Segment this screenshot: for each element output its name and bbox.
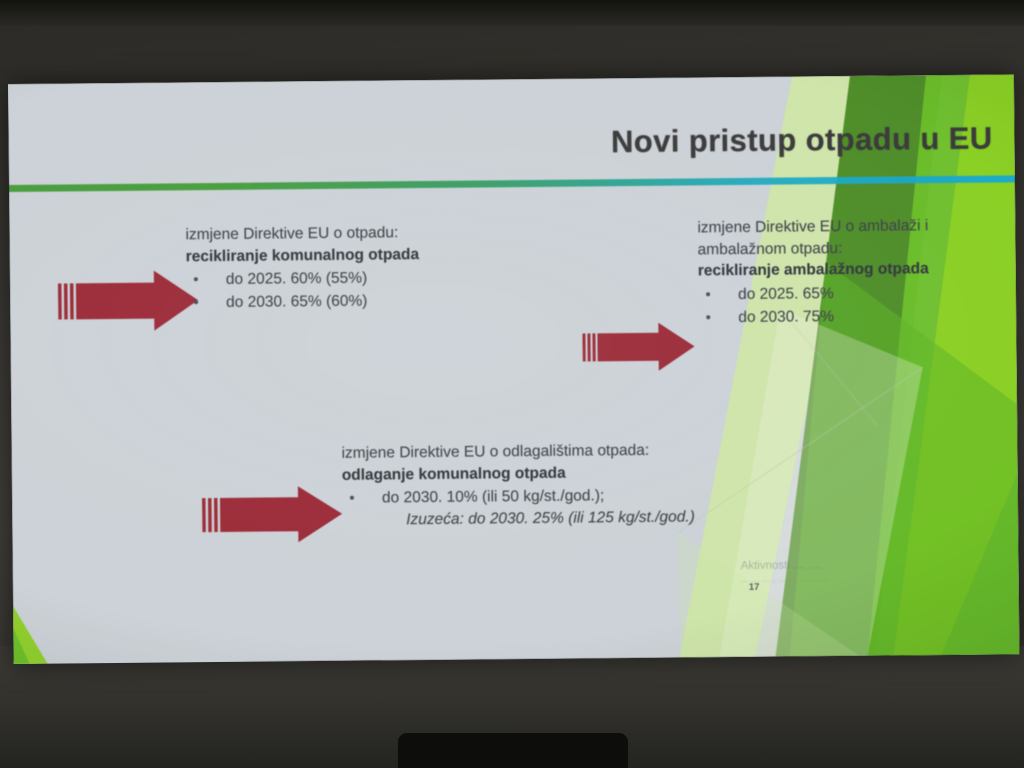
wall-top-shadow xyxy=(0,0,1024,26)
page-title: Novi pristup otpadu u EU xyxy=(610,120,993,160)
packaging-bullet-0: do 2025. 65% xyxy=(737,285,834,304)
list-item: do 2025. 60% (55%) xyxy=(186,267,486,292)
green-corner-wedge xyxy=(12,543,133,664)
municipal-lead-text: izmjene Direktive EU o otpadu: xyxy=(185,224,399,244)
bullet-dot-icon xyxy=(706,315,711,320)
list-item: do 2030. 75% xyxy=(698,305,958,329)
landfill-bullet-0: do 2030. 10% (ili 50 kg/st./god.); xyxy=(381,487,605,507)
arrow-municipal xyxy=(57,268,199,333)
municipal-bullet-list: do 2025. 60% (55%) do 2030. 65% (60%) xyxy=(186,267,486,314)
arrow-packaging xyxy=(582,320,695,373)
municipal-bullet-0: do 2025. 60% (55%) xyxy=(225,269,368,289)
page-number: 17 xyxy=(748,581,760,593)
packaging-waste-block: izmjene Direktive EU o ambalaži i ambala… xyxy=(697,215,958,329)
slide-frame: Novi pristup otpadu u EU izmjene Direkti… xyxy=(8,74,1020,664)
packaging-lead-text: izmjene Direktive EU o ambalaži i ambala… xyxy=(697,217,929,259)
footer-line-1: Aktivnosti .... .... xyxy=(740,559,822,572)
municipal-bullet-1: do 2030. 65% (60%) xyxy=(226,292,368,311)
list-item: do 2025. 65% xyxy=(698,282,958,306)
packaging-bullet-list: do 2025. 65% do 2030. 75% xyxy=(698,282,958,329)
landfill-highlight-text: odlaganje komunalnog otpada xyxy=(341,464,566,484)
municipal-waste-block: izmjene Direktive EU o otpadu: reciklira… xyxy=(185,221,486,314)
municipal-highlight-text: recikliranje komunalnog otpada xyxy=(185,245,420,265)
list-item: do 2030. 65% (60%) xyxy=(186,289,486,314)
bullet-dot-icon xyxy=(193,277,198,282)
footer-line-2: ... .... ... .. .... ... .... ... ... xyxy=(740,573,829,584)
landfill-bullet-list: do 2030. 10% (ili 50 kg/st./god.); Izuze… xyxy=(342,484,772,532)
landfill-bullet-sub: Izuzeća: do 2030. 25% (ili 125 kg/st./go… xyxy=(406,508,695,529)
bullet-dot-icon xyxy=(706,292,711,297)
landfill-waste-block: izmjene Direktive EU o odlagalištima otp… xyxy=(341,439,772,532)
arrow-landfill xyxy=(201,484,343,545)
packaging-highlight-text: recikliranje ambalažnog otpada xyxy=(697,260,929,280)
packaging-bullet-1: do 2030. 75% xyxy=(738,307,835,326)
bullet-dot-icon xyxy=(349,496,355,501)
foreground-dark-object xyxy=(398,733,628,768)
slide-footer: Aktivnosti .... .... ... .... ... .. ...… xyxy=(741,558,951,584)
slide-canvas: Novi pristup otpadu u EU izmjene Direkti… xyxy=(8,74,1020,664)
list-item: do 2030. 10% (ili 50 kg/st./god.); Izuze… xyxy=(342,484,772,532)
bullet-dot-icon xyxy=(194,300,199,305)
